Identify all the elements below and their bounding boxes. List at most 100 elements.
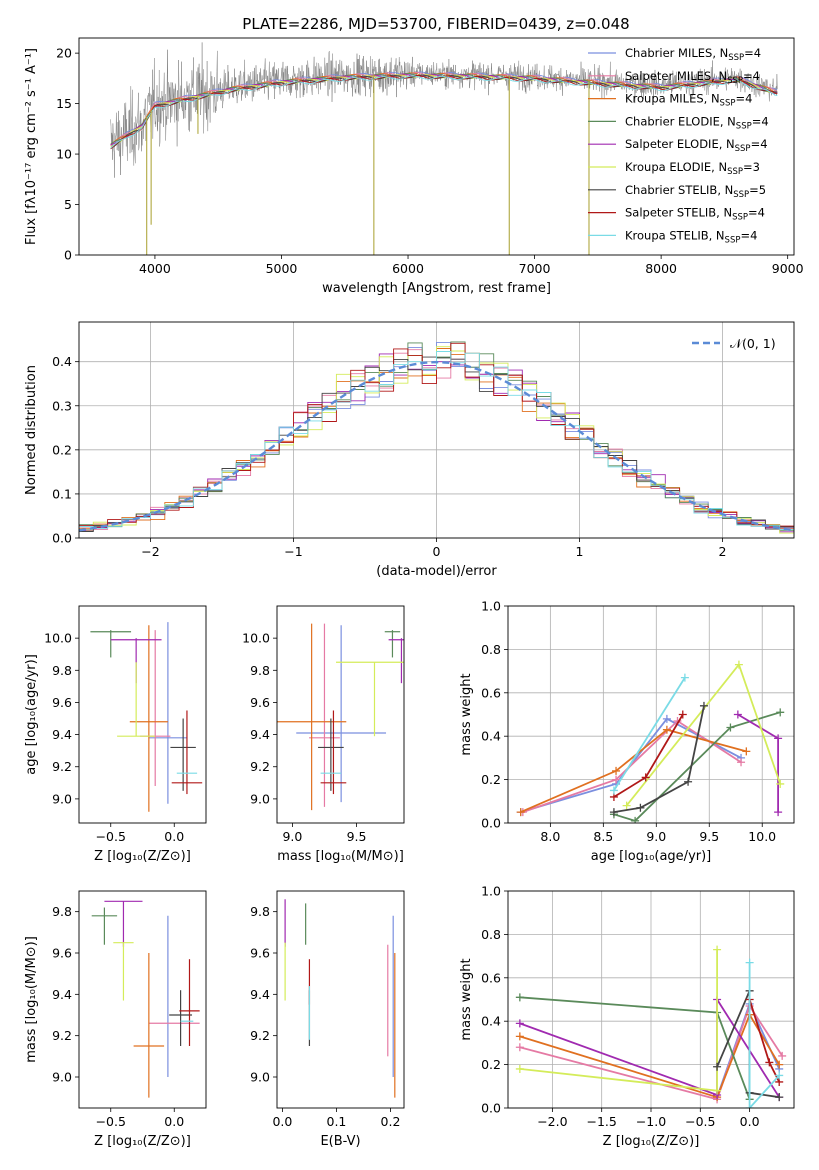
mass-weight-marker <box>699 701 708 710</box>
y-tick-label: 0.0 <box>481 816 501 831</box>
y-tick-label: 9.0 <box>250 1070 270 1085</box>
y-tick-label: 9.4 <box>52 727 72 742</box>
mass-weight-marker <box>662 714 671 723</box>
plot-area <box>91 900 200 1098</box>
observed-spectrum-line <box>110 42 778 178</box>
mass-weight-marker <box>622 801 631 810</box>
mass-weight-marker <box>515 993 524 1002</box>
model-spectrum-line <box>110 74 778 149</box>
x-axis-label: Z [log₁₀(Z/Z⊙)] <box>94 1134 191 1149</box>
legend-entry: Chabrier ELODIE, NSSP=4 <box>625 114 769 131</box>
x-axis-label: mass [log₁₀(M/M⊙)] <box>277 849 404 864</box>
mass-weight-series-line <box>519 1012 780 1099</box>
mass-weight-marker <box>612 766 621 775</box>
y-tick-label: 9.2 <box>250 1028 270 1043</box>
mass-weight-marker <box>775 1060 784 1069</box>
mass-weight-marker <box>778 1051 787 1060</box>
figure-title: PLATE=2286, MJD=53700, FIBERID=0439, z=0… <box>242 15 629 33</box>
x-tick-label: −0.5 <box>685 1114 715 1129</box>
errorbar-point <box>388 638 404 684</box>
legend-entry: Kroupa ELODIE, NSSP=3 <box>625 160 760 177</box>
mass-weight-marker <box>713 1086 722 1095</box>
x-tick-label: 9.5 <box>347 829 367 844</box>
mass-vs-metallicity-panel: −0.5 0.0 9.0 9.2 9.4 9.6 9.8 Z [log₁₀(Z/Z⊙)] mas… <box>24 890 207 1149</box>
y-tick-label: 15 <box>56 96 72 111</box>
mass-weight-marker <box>774 734 783 743</box>
errorbar-point <box>139 630 171 787</box>
y-tick-label: 9.8 <box>250 663 270 678</box>
errorbar-point <box>148 622 187 804</box>
plot-area <box>79 341 794 534</box>
x-tick-label: 0.1 <box>327 1114 347 1129</box>
mass-weight-marker <box>609 786 618 795</box>
legend-entry: Kroupa MILES, NSSP=4 <box>625 92 752 109</box>
mass-weight-marker <box>745 958 754 967</box>
y-tick-label: 0.6 <box>481 970 501 985</box>
y-tick-label: 9.2 <box>250 759 270 774</box>
legend-entry: Salpeter STELIB, NSSP=4 <box>625 206 765 223</box>
plot-area <box>516 660 785 823</box>
x-axis-label: Z [log₁₀(Z/Z⊙)] <box>94 849 191 864</box>
errorbar-point <box>320 710 347 795</box>
x-tick-label: 8000 <box>645 261 677 276</box>
model-spectrum-line <box>110 75 778 149</box>
x-tick-label: 0.0 <box>164 1114 184 1129</box>
gaussian-reference-curve <box>79 360 792 532</box>
x-tick-label: 8.0 <box>540 829 560 844</box>
mass-weight-marker <box>641 773 650 782</box>
x-axis-label: Z [log₁₀(Z/Z⊙)] <box>603 1134 700 1149</box>
mass-weight-series-line <box>519 1003 783 1101</box>
x-tick-label: −1 <box>284 544 302 559</box>
x-tick-label: 10.0 <box>748 829 776 844</box>
mass-weight-marker <box>516 808 525 817</box>
x-axis-label: E(B-V) <box>320 1134 360 1149</box>
axes-frame <box>78 890 207 1109</box>
legend-entry: 𝒩(0, 1) <box>730 336 776 351</box>
y-tick-label: 0.0 <box>52 531 72 546</box>
mass-weight-marker <box>515 1032 524 1041</box>
y-tick-label: 9.2 <box>52 1028 72 1043</box>
axes-frame <box>276 890 405 1109</box>
plot-area <box>515 945 787 1108</box>
y-tick-label: 0.4 <box>481 1014 501 1029</box>
y-tick-label: 0.2 <box>481 772 501 787</box>
y-axis-label: mass weight <box>459 673 474 755</box>
x-tick-label: −2.0 <box>537 1114 567 1129</box>
y-tick-label: 0.2 <box>481 1057 501 1072</box>
errorbar-point <box>129 625 168 812</box>
x-tick-label: 2 <box>719 544 727 559</box>
y-tick-label: 20 <box>56 46 72 61</box>
x-tick-label: 1 <box>576 544 584 559</box>
y-tick-label: 1.0 <box>481 599 501 614</box>
mass-weight-marker <box>713 1062 722 1071</box>
age-vs-metallicity-panel: −0.5 0.0 9.0 9.2 9.4 9.6 9.8 10.0 Z [log₁₀(Z/Z⊙)… <box>24 605 207 864</box>
axes-frame <box>78 37 795 256</box>
x-tick-label: 9000 <box>772 261 804 276</box>
spectrum-legend: Chabrier MILES, NSSP=4 Salpeter MILES, NS… <box>588 46 769 245</box>
x-tick-label: 0.2 <box>381 1114 401 1129</box>
y-tick-label: 0.0 <box>481 1101 501 1116</box>
errorbar-point <box>91 907 118 945</box>
mass-weight-series-line <box>613 677 686 791</box>
y-tick-label: 10 <box>56 147 72 162</box>
mass-weight-marker <box>515 1019 524 1028</box>
y-axis-label: Flux [fλ10⁻¹⁷ erg cm⁻² s⁻¹ A⁻¹] <box>24 48 39 245</box>
y-tick-label: 5 <box>64 197 72 212</box>
y-tick-label: 1.0 <box>481 884 501 899</box>
y-tick-label: 9.6 <box>52 946 72 961</box>
mass-weight-marker <box>726 723 735 732</box>
mass-weight-marker <box>515 1064 524 1073</box>
y-tick-label: 9.8 <box>52 904 72 919</box>
y-tick-label: 0.8 <box>481 927 501 942</box>
errorbar-point <box>90 630 132 658</box>
mass-weight-marker <box>775 1093 784 1102</box>
y-tick-label: 9.2 <box>52 759 72 774</box>
y-axis-label: mass [log₁₀(M/M⊙)] <box>24 936 39 1063</box>
errorbar-point <box>117 662 156 737</box>
mass-weight-marker <box>612 775 621 784</box>
mass-weight-marker <box>662 725 671 734</box>
mass-weight-marker <box>515 1043 524 1052</box>
y-tick-label: 9.6 <box>250 946 270 961</box>
x-tick-label: 5000 <box>266 261 298 276</box>
